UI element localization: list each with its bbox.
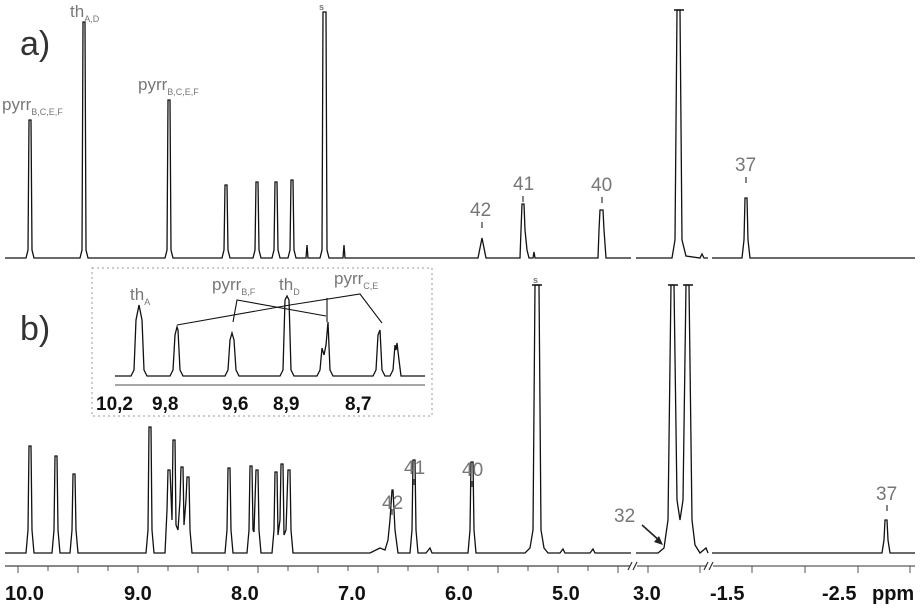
panel-a-label: a) bbox=[20, 25, 50, 63]
inset-tick-4: 8,7 bbox=[345, 394, 371, 415]
x-tick-8: 8.0 bbox=[231, 583, 259, 605]
axis-break-marks bbox=[627, 561, 714, 571]
annot-40-b: 40 bbox=[462, 460, 483, 481]
solvent-label-b: s bbox=[533, 275, 538, 285]
annot-32-b: 32 bbox=[614, 506, 635, 527]
annot-th-ad: thA,D bbox=[70, 2, 100, 24]
inset: thA pyrrB,F thD pyrrC,E 10,2 9,8 9,6 8,9… bbox=[91, 267, 433, 417]
x-tick-10: 10.0 bbox=[5, 583, 44, 605]
annot-41-a: 41 bbox=[513, 174, 534, 195]
inset-tick-0: 10,2 bbox=[96, 394, 133, 415]
annot-ticks-a bbox=[481, 177, 747, 228]
x-tick-7: 7.0 bbox=[338, 583, 366, 605]
annot-ticks-b bbox=[391, 479, 888, 515]
panel-b-label: b) bbox=[20, 310, 50, 348]
x-tick-3: 3.0 bbox=[633, 583, 661, 605]
inset-annot-pyrr-ce: pyrrC,E bbox=[334, 269, 378, 291]
spectrum-b bbox=[5, 284, 915, 554]
truncation-marks bbox=[532, 9, 693, 286]
annot-42-b: 42 bbox=[382, 493, 403, 514]
x-axis: 10.0 9.0 8.0 7.0 6.0 5.0 3.0 -1.5 -2.5 p… bbox=[5, 561, 915, 605]
inset-tick-2: 9,6 bbox=[222, 394, 248, 415]
x-tick-6: 6.0 bbox=[445, 583, 473, 605]
inset-annot-th-d: thD bbox=[279, 275, 300, 297]
x-tick-9: 9.0 bbox=[124, 583, 152, 605]
annot-37-a: 37 bbox=[735, 155, 756, 176]
spectrum-a bbox=[5, 9, 915, 259]
annot-42-a: 42 bbox=[470, 200, 491, 221]
solvent-label-a: s bbox=[319, 2, 324, 12]
x-tick-minus1-5: -1.5 bbox=[710, 583, 744, 605]
x-tick-minus2-5: -2.5 bbox=[822, 583, 856, 605]
inset-tick-1: 9,8 bbox=[152, 394, 178, 415]
inset-annot-pyrr-bf: pyrrB,F bbox=[212, 275, 256, 297]
annot-pyrr-a1: pyrrB,C,E,F bbox=[2, 95, 63, 117]
inset-assignment-lines bbox=[176, 293, 383, 326]
annot-pyrr-a2: pyrrB,C,E,F bbox=[138, 75, 199, 97]
x-tick-5: 5.0 bbox=[552, 583, 580, 605]
annot-41-b: 41 bbox=[404, 458, 425, 479]
arrow-icon bbox=[641, 524, 663, 545]
inset-annot-th-a: thA bbox=[130, 285, 150, 307]
annot-37-b: 37 bbox=[876, 484, 897, 505]
inset-tick-3: 8,9 bbox=[273, 394, 299, 415]
x-axis-unit: ppm bbox=[872, 583, 914, 605]
annot-40-a: 40 bbox=[591, 175, 612, 196]
